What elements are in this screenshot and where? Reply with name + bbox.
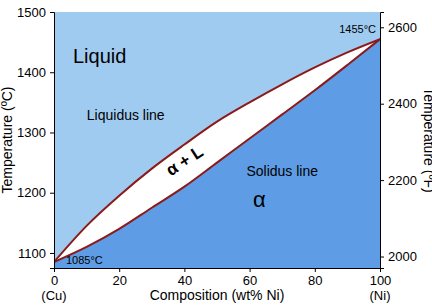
phase-line xyxy=(54,39,380,262)
tick: 60 xyxy=(243,268,257,288)
tick: 1300 xyxy=(17,125,54,140)
tick: 20 xyxy=(112,268,126,288)
tick-label: 2600 xyxy=(388,20,417,35)
axis-line xyxy=(55,269,381,273)
tick-mark xyxy=(380,104,384,105)
tick: 2400 xyxy=(380,96,417,111)
x-axis-title: Composition (wt% Ni) xyxy=(150,287,285,303)
tick-mark xyxy=(380,180,384,181)
y-axis-title: Temperature (ºC) xyxy=(0,86,15,193)
tick: 1500 xyxy=(17,5,54,20)
tick-mark xyxy=(119,268,120,272)
region-label: α xyxy=(253,187,266,212)
tick-label: 80 xyxy=(308,273,322,288)
tick-mark xyxy=(50,12,54,13)
tick-label: 1400 xyxy=(17,65,46,80)
tick-label: 40 xyxy=(178,273,192,288)
axis-line xyxy=(50,13,55,269)
end-label: (Cu) xyxy=(41,288,66,303)
tick: 1100 xyxy=(18,246,54,261)
tick-label: 2400 xyxy=(388,96,417,111)
chart: 0 20 40 60 80 100 1100 1200 1300 1400 1500 2000 2200… xyxy=(0,0,432,305)
tick-label: 1200 xyxy=(17,185,46,200)
tick: 1200 xyxy=(17,185,54,200)
tick-mark xyxy=(50,253,54,254)
tick-label: 2200 xyxy=(388,173,417,188)
tick-mark xyxy=(184,268,185,272)
tick: 2600 xyxy=(380,20,417,35)
plot-area xyxy=(54,12,380,268)
region-label: α + L xyxy=(163,142,207,180)
tick: 2000 xyxy=(380,249,417,264)
tick-label: 1300 xyxy=(17,125,46,140)
tick-label: 2000 xyxy=(388,249,417,264)
tick: 100 xyxy=(370,268,392,288)
annotation: Solidus line xyxy=(246,163,318,179)
tick-label: 100 xyxy=(370,273,392,288)
x-axis: 0 20 40 60 80 100 xyxy=(51,268,391,288)
end-label: (Ni) xyxy=(370,288,391,303)
tick-label: 60 xyxy=(243,273,257,288)
y2-axis-title: Temperature (ºF) xyxy=(421,87,432,192)
tick-mark xyxy=(315,268,316,272)
tick-label: 1500 xyxy=(17,5,46,20)
phase-line xyxy=(54,39,380,262)
tick-mark xyxy=(50,193,54,194)
tick-label: 20 xyxy=(112,273,126,288)
tick-mark xyxy=(380,27,384,28)
tick: 1400 xyxy=(17,65,54,80)
tick-mark xyxy=(50,72,54,73)
y2-axis: 2000 2200 2400 2600 xyxy=(380,13,417,269)
tick-mark xyxy=(380,257,384,258)
y-axis: 1100 1200 1300 1400 1500 xyxy=(17,5,54,269)
tick-mark xyxy=(50,132,54,133)
region-label: Liquid xyxy=(73,45,126,67)
annotation: 1455°C xyxy=(339,23,376,35)
tick: 80 xyxy=(308,268,322,288)
tick: 0 xyxy=(51,268,58,288)
annotation: 1085°C xyxy=(66,254,103,266)
tick: 40 xyxy=(178,268,192,288)
tick: 2200 xyxy=(380,173,417,188)
tick-mark xyxy=(250,268,251,272)
phase-region xyxy=(54,39,380,268)
axis-line xyxy=(381,13,385,269)
tick-label: 1100 xyxy=(18,246,46,261)
annotation: Liquidus line xyxy=(87,107,165,123)
tick-label: 0 xyxy=(51,273,58,288)
